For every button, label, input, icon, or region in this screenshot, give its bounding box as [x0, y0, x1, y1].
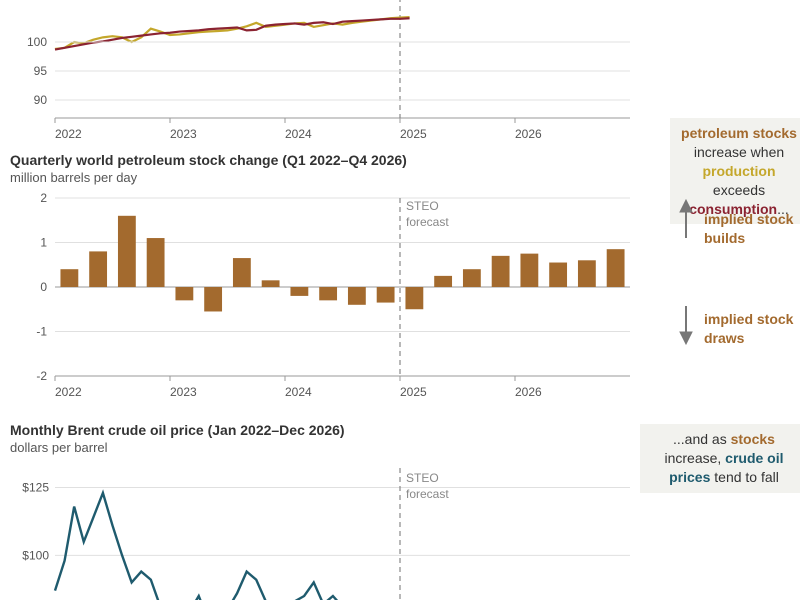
- chart3-y-ticks: $100 $125: [22, 481, 49, 563]
- svg-text:2024: 2024: [285, 127, 312, 141]
- svg-text:-1: -1: [36, 325, 47, 339]
- chart2-bars: [60, 216, 624, 312]
- svg-text:2025: 2025: [400, 385, 427, 399]
- svg-text:2022: 2022: [55, 385, 82, 399]
- chart2-y-ticks: -2 -1 0 1 2: [36, 191, 47, 383]
- arrow-down-icon: [680, 306, 692, 344]
- svg-text:2023: 2023: [170, 385, 197, 399]
- chart3-svg: STEO forecast $100 $125: [0, 458, 670, 600]
- chart2-steo-label-1: STEO: [406, 199, 439, 213]
- note-prices-fall: ...and as stocks increase, crude oil pri…: [640, 424, 800, 493]
- chart2-title: Quarterly world petroleum stock change (…: [10, 152, 407, 168]
- chart3-subtitle: dollars per barrel: [10, 440, 108, 455]
- dashboard-root: { "palette": { "production": "#c4a72b", …: [0, 0, 800, 600]
- chart2-steo-label-2: forecast: [406, 215, 449, 229]
- svg-text:2: 2: [40, 191, 47, 205]
- chart3-grid: [55, 488, 630, 556]
- svg-text:2022: 2022: [55, 127, 82, 141]
- svg-text:100: 100: [27, 35, 47, 49]
- arrow-up-icon: [680, 200, 692, 238]
- svg-text:0: 0: [40, 280, 47, 294]
- chart3-steo-label-2: forecast: [406, 487, 449, 501]
- chart1-svg: 2022 2023 2024 2025 2026 90 95 100: [0, 0, 670, 145]
- svg-text:2023: 2023: [170, 127, 197, 141]
- svg-text:1: 1: [40, 236, 47, 250]
- svg-text:90: 90: [34, 93, 48, 107]
- svg-text:95: 95: [34, 64, 48, 78]
- chart1-x-ticks: 2022 2023 2024 2025 2026: [55, 118, 542, 141]
- label-stock-draws: implied stock draws: [704, 310, 800, 348]
- label-stock-builds: implied stock builds: [704, 210, 800, 248]
- chart1-y-ticks: 90 95 100: [27, 35, 630, 107]
- chart2-svg: STEO forecast 2022 2023 2024 2025 2026 -2 -1 0…: [0, 188, 670, 402]
- svg-text:$100: $100: [22, 548, 49, 562]
- chart2-x-ticks: 2022 2023 2024 2025 2026: [55, 376, 542, 399]
- svg-text:$125: $125: [22, 481, 49, 495]
- svg-text:2026: 2026: [515, 127, 542, 141]
- chart2-subtitle: million barrels per day: [10, 170, 137, 185]
- chart3-title: Monthly Brent crude oil price (Jan 2022–…: [10, 422, 345, 438]
- chart3-steo-label-1: STEO: [406, 471, 439, 485]
- svg-text:2026: 2026: [515, 385, 542, 399]
- svg-text:-2: -2: [36, 369, 47, 383]
- svg-text:2025: 2025: [400, 127, 427, 141]
- svg-text:2024: 2024: [285, 385, 312, 399]
- chart3-price-line: [55, 493, 362, 600]
